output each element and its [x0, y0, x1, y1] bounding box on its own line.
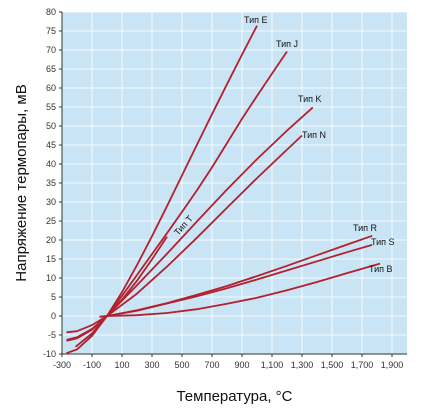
y-tick-label: 5	[51, 292, 56, 302]
y-tick-label: 35	[46, 178, 56, 188]
series-lines	[66, 25, 381, 355]
y-tick-label: 10	[46, 273, 56, 283]
y-tick-labels: -10 -5 0 5 10 15 20 25 30 35 40 45 50 55 60 65 70 75 80	[43, 7, 56, 359]
x-tick-label: -100	[83, 360, 101, 370]
y-tick-label: 40	[46, 159, 56, 169]
y-tick-label: 45	[46, 140, 56, 150]
y-tick-label: 80	[46, 7, 56, 17]
series-line	[99, 244, 373, 318]
y-tick-label: -5	[48, 330, 56, 340]
x-tick-label: 1,900	[381, 360, 404, 370]
series-label: Тип B	[369, 264, 393, 274]
y-tick-label: -10	[43, 349, 56, 359]
y-tick-label: 15	[46, 254, 56, 264]
y-tick-label: 65	[46, 64, 56, 74]
y-tick-label: 30	[46, 197, 56, 207]
series-label: Тип J	[276, 39, 298, 49]
y-tick-label: 20	[46, 235, 56, 245]
y-tick-label: 25	[46, 216, 56, 226]
x-tick-label: 1,700	[351, 360, 374, 370]
x-tick-label: 1,500	[321, 360, 344, 370]
axes	[59, 11, 407, 357]
y-tick-label: 70	[46, 45, 56, 55]
series-label: Тип S	[371, 237, 395, 247]
series-line	[66, 25, 258, 355]
y-tick-label: 60	[46, 83, 56, 93]
y-tick-label: 75	[46, 26, 56, 36]
series-label: Тип R	[353, 223, 378, 233]
series-label: Тип E	[244, 15, 268, 25]
series-line	[106, 262, 381, 317]
x-tick-label: 500	[174, 360, 189, 370]
x-tick-label: 900	[234, 360, 249, 370]
x-tick-label: 1,300	[291, 360, 314, 370]
x-tick-labels: -300 -100 100 300 500 700 900 1,100 1,300 1,500 1,…	[53, 360, 403, 370]
x-tick-label: 100	[114, 360, 129, 370]
x-tick-label: 1,100	[261, 360, 284, 370]
y-tick-label: 55	[46, 102, 56, 112]
y-tick-label: 0	[51, 311, 56, 321]
y-tick-label: 50	[46, 121, 56, 131]
x-tick-label: -300	[53, 360, 71, 370]
x-axis-title: Температура, °C	[176, 388, 292, 405]
series-label: Тип K	[298, 94, 322, 104]
y-axis-title: Напряжение термопары, мВ	[13, 84, 30, 281]
series-line	[66, 134, 303, 334]
series-line	[66, 236, 168, 341]
x-tick-label: 700	[204, 360, 219, 370]
series-label: Тип N	[302, 130, 326, 140]
x-tick-label: 300	[144, 360, 159, 370]
